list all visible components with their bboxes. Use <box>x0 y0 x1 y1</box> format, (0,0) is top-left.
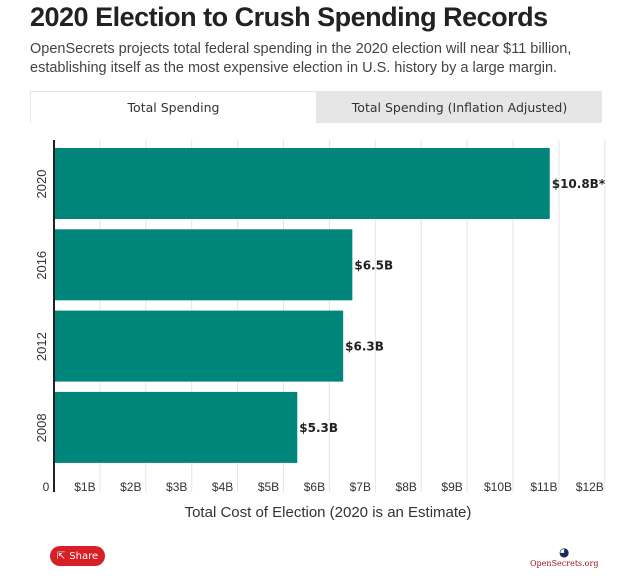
tab-bar: Total Spending Total Spending (Inflation… <box>30 91 602 123</box>
data-label: $6.5B <box>354 258 393 272</box>
bar-2008[interactable] <box>54 391 298 463</box>
x-tick-label: $3B <box>166 480 187 494</box>
x-axis-title: Total Cost of Election (2020 is an Estim… <box>185 504 472 521</box>
share-label: Share <box>69 550 99 562</box>
x-tick-label: $12B <box>576 480 604 494</box>
y-tick-label: 2020 <box>34 170 49 199</box>
bar-2016[interactable] <box>54 229 353 301</box>
share-icon: ⇱ <box>56 550 66 562</box>
page-title: 2020 Election to Crush Spending Records <box>30 2 548 32</box>
x-tick-label: $7B <box>350 480 371 494</box>
x-tick-label: $6B <box>304 480 325 494</box>
x-tick-label: $10B <box>484 480 512 494</box>
bar-chart: 0 $1B $2B $3B $4B $5B $6B $7B $8B $9B $10B $11B $12B… <box>34 140 606 521</box>
x-tick-label: 0 <box>43 480 50 494</box>
x-tick-label: $11B <box>530 480 557 494</box>
data-label: $5.3B <box>299 421 338 435</box>
y-tick-label: 2008 <box>34 413 49 442</box>
tab-inflation-adjusted[interactable]: Total Spending (Inflation Adjusted) <box>351 99 568 115</box>
share-button[interactable]: ⇱ Share <box>50 546 105 566</box>
y-tick-label: 2016 <box>34 251 49 280</box>
x-tick-label: $4B <box>212 480 233 494</box>
subtitle: OpenSecrets projects total federal spend… <box>30 41 572 76</box>
x-tick-label: $5B <box>258 480 279 494</box>
eye-icon: ◕ <box>558 545 570 559</box>
x-tick-label: $8B <box>396 480 417 494</box>
opensecrets-logo: ◕ OpenSecrets.org <box>530 545 598 568</box>
x-tick-label: $9B <box>441 480 462 494</box>
bar-2020[interactable] <box>54 148 550 219</box>
tab-total-spending[interactable]: Total Spending <box>30 91 317 123</box>
bar-2012[interactable] <box>54 310 344 382</box>
y-tick-label: 2012 <box>34 332 49 361</box>
x-tick-label: $1B <box>74 480 95 494</box>
data-label: $6.3B <box>345 340 384 354</box>
logo-text: OpenSecrets.org <box>530 559 599 568</box>
data-label: $10.8B* <box>552 177 606 191</box>
x-tick-label: $2B <box>120 480 141 494</box>
